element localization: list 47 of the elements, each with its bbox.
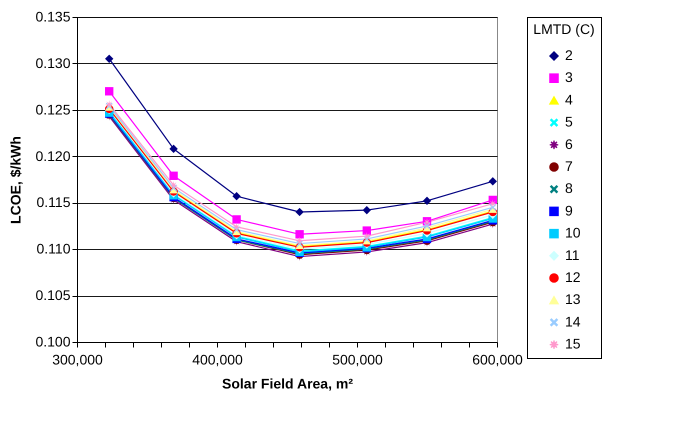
legend-label: 14 xyxy=(565,313,581,330)
point xyxy=(422,196,432,206)
y-tick-label: 0.100 xyxy=(35,334,71,350)
y-tick-label: 0.120 xyxy=(35,148,71,164)
point xyxy=(169,172,178,180)
legend-label: 12 xyxy=(565,269,581,285)
y-tick-label: 0.110 xyxy=(36,240,71,257)
x-tick-label: 600,000 xyxy=(472,352,524,368)
legend-label: 15 xyxy=(565,336,581,352)
point xyxy=(362,232,371,240)
x-tick-label: 400,000 xyxy=(192,352,244,368)
y-tick-label: 0.125 xyxy=(35,101,71,118)
point xyxy=(169,144,178,154)
legend-label: 2 xyxy=(565,47,573,63)
point xyxy=(105,100,114,108)
point xyxy=(232,192,241,200)
point xyxy=(362,226,371,235)
point xyxy=(488,177,497,186)
legend-label: 3 xyxy=(565,69,573,86)
x-tick-label: 300,000 xyxy=(52,352,104,368)
x-tick-label: 500,000 xyxy=(332,352,384,368)
legend-label: 10 xyxy=(565,224,581,241)
y-tick-label: 0.135 xyxy=(35,8,71,24)
point xyxy=(232,222,241,232)
point xyxy=(105,87,114,96)
legend-label: 13 xyxy=(565,291,581,308)
legend-label: 6 xyxy=(565,136,573,152)
legend-label: 7 xyxy=(565,158,573,174)
point xyxy=(232,215,241,224)
y-axis-title: LCOE, $/kWh xyxy=(7,136,24,224)
y-tick-label: 0.105 xyxy=(35,287,71,304)
point xyxy=(169,180,178,190)
legend-title: LMTD (C) xyxy=(533,21,595,37)
y-tick-label: 0.115 xyxy=(36,194,71,210)
point xyxy=(362,206,371,214)
legend-label: 9 xyxy=(565,202,573,218)
x-axis-title: Solar Field Area, m² xyxy=(222,376,354,392)
legend-label: 4 xyxy=(565,91,573,108)
legend-label: 8 xyxy=(565,180,573,196)
legend-label: 11 xyxy=(565,246,580,263)
point xyxy=(295,236,304,245)
y-tick-label: 0.130 xyxy=(35,54,71,71)
point xyxy=(105,54,114,63)
point xyxy=(295,208,304,216)
point xyxy=(488,199,497,208)
legend-label: 5 xyxy=(565,114,573,130)
point xyxy=(295,230,304,238)
